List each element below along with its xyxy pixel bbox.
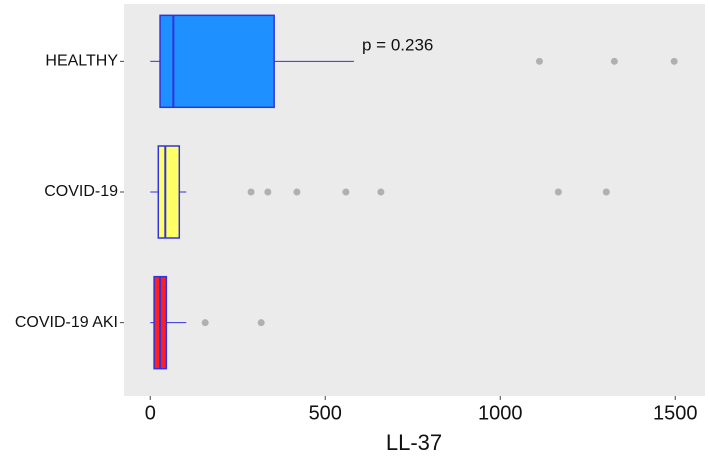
outlier: [377, 188, 385, 196]
outlier: [610, 57, 618, 65]
x-tick-label: 1000: [478, 402, 523, 424]
annotation: p = 0.236: [362, 35, 433, 54]
outlier: [264, 188, 272, 196]
outlier: [257, 319, 265, 327]
outlier: [670, 57, 678, 65]
x-axis-title: LL-37: [386, 430, 442, 455]
outlier: [342, 188, 350, 196]
y-tick-label: COVID-19 AKI: [15, 314, 118, 331]
outlier: [201, 319, 209, 327]
box: [157, 145, 181, 239]
outlier: [535, 57, 543, 65]
outlier: [602, 188, 610, 196]
y-tick-label: HEALTHY: [45, 53, 118, 70]
y-tick-label: COVID-19: [44, 183, 118, 200]
outlier: [293, 188, 301, 196]
box: [159, 14, 275, 109]
outlier: [554, 188, 562, 196]
x-tick-label: 1500: [653, 402, 698, 424]
outlier: [247, 188, 255, 196]
x-tick-label: 500: [309, 402, 342, 424]
x-tick-label: 0: [145, 402, 156, 424]
